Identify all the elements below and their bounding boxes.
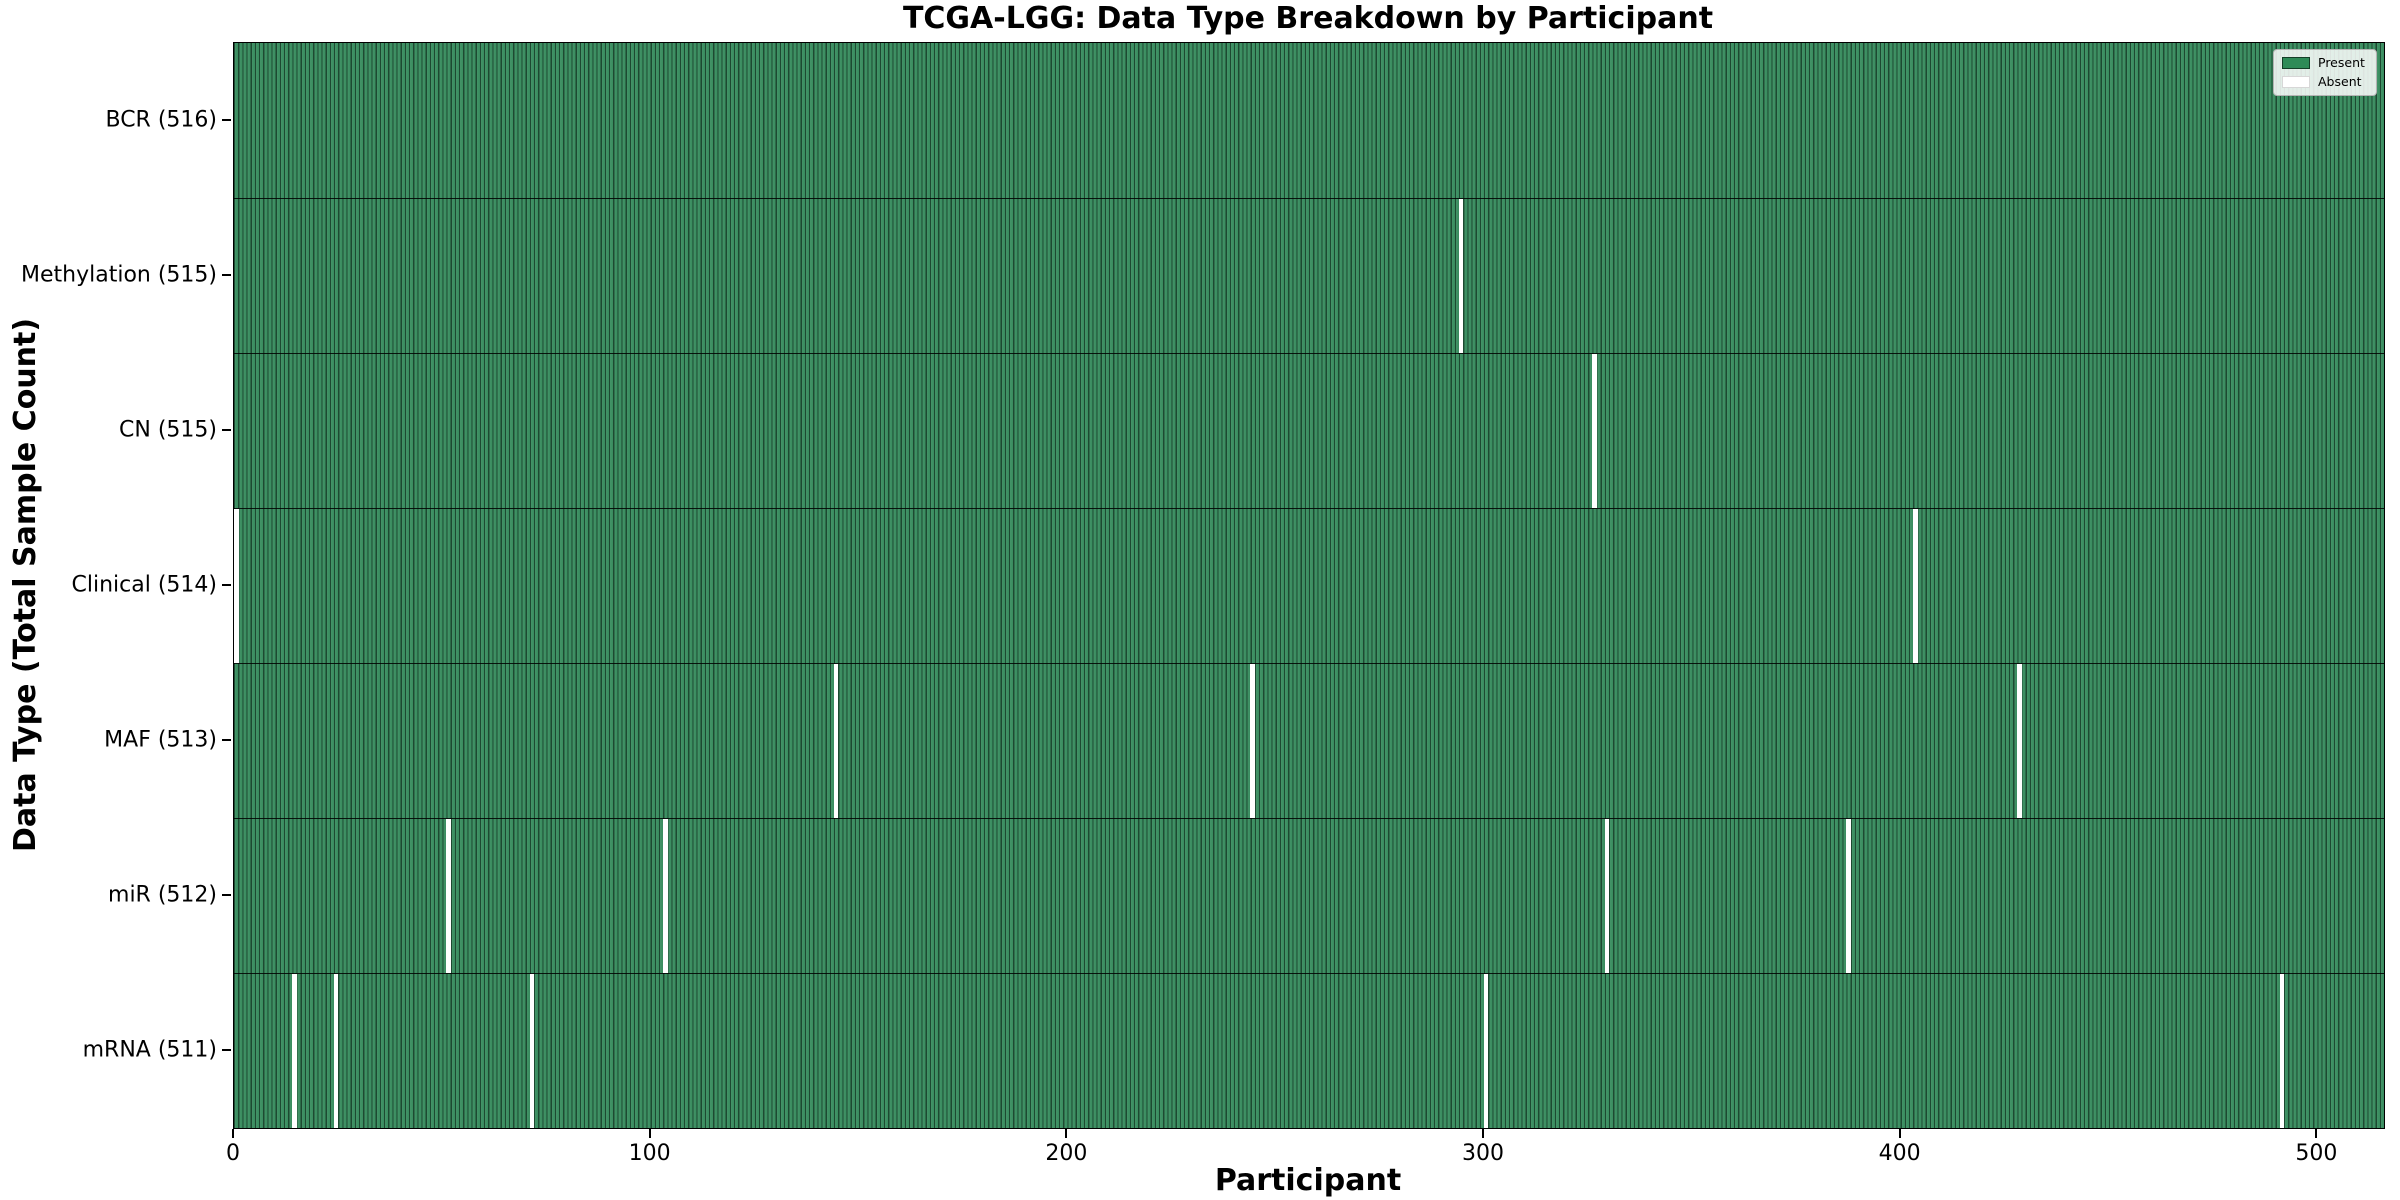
absent-gap-mRNA-71 [529, 974, 535, 1128]
y-tick-label-Methylation: Methylation (515) [21, 262, 217, 287]
x-tick-label-200: 200 [1045, 1141, 1088, 1166]
x-tick-mark-0 [232, 1129, 234, 1138]
x-tick-label-0: 0 [226, 1141, 240, 1166]
absent-gap-Clinical-403 [1912, 509, 1918, 663]
y-tick-mark-Clinical [222, 583, 231, 586]
x-tick-label-400: 400 [1878, 1141, 1921, 1166]
x-tick-label-100: 100 [628, 1141, 671, 1166]
y-tick-label-CN: CN (515) [119, 417, 217, 442]
row-Clinical [234, 508, 2384, 663]
x-tick-mark-200 [1065, 1129, 1068, 1138]
x-axis-ticks: 0 100 200 300 400 500 [226, 1129, 2383, 1174]
y-tick-label-mRNA: mRNA (511) [82, 1037, 217, 1062]
y-tick-mark-CN [222, 428, 231, 431]
row-BCR [234, 43, 2384, 198]
absent-swatch-icon [2282, 75, 2310, 88]
legend-entry-absent: Absent [2282, 73, 2368, 89]
legend-absent-label: Absent [2318, 73, 2362, 89]
y-tick-mark-miR [222, 893, 231, 896]
absent-gap-MAF-244 [1250, 664, 1256, 818]
y-tick-mark-Methylation [222, 273, 231, 276]
y-tick-mark-MAF [222, 738, 231, 741]
x-tick-mark-100 [648, 1129, 651, 1138]
absent-gap-mRNA-24 [333, 974, 339, 1128]
absent-gap-MAF-144 [833, 664, 839, 818]
legend-present-label: Present [2318, 55, 2365, 70]
present-swatch-icon [2282, 56, 2310, 69]
absent-gap-mRNA-14 [292, 974, 297, 1128]
y-tick-label-BCR: BCR (516) [105, 107, 217, 132]
absent-gap-miR-103 [662, 819, 668, 973]
absent-gap-MAF-428 [2017, 664, 2022, 818]
plot-area: Present Absent [233, 42, 2385, 1129]
absent-gap-miR-329 [1604, 819, 1610, 973]
row-miR [234, 818, 2384, 973]
absent-gap-CN-326 [1592, 354, 1597, 508]
row-CN [234, 353, 2384, 508]
absent-gap-miR-387 [1846, 819, 1851, 973]
absent-gap-Methylation-294 [1458, 199, 1464, 353]
y-tick-label-MAF: MAF (513) [104, 727, 217, 752]
x-tick-label-500: 500 [2295, 1141, 2338, 1166]
x-tick-mark-300 [1482, 1129, 1484, 1138]
y-tick-label-miR: miR (512) [108, 882, 217, 907]
row-Methylation [234, 198, 2384, 353]
x-axis-label: Participant [1214, 1163, 1402, 1198]
y-tick-mark-mRNA [222, 1048, 231, 1051]
absent-gap-mRNA-300 [1483, 974, 1489, 1128]
y-tick-mark-BCR [222, 118, 231, 121]
absent-gap-Clinical-0 [234, 509, 239, 663]
x-tick-mark-400 [1898, 1129, 1901, 1138]
y-axis-ticks: BCR (516) Methylation (515) CN (515) Clinic… [0, 42, 233, 1127]
absent-gap-miR-51 [446, 819, 451, 973]
y-tick-label-Clinical: Clinical (514) [71, 572, 217, 597]
chart-title: TCGA-LGG: Data Type Breakdown by Partici… [902, 1, 1714, 36]
x-tick-label-300: 300 [1462, 1141, 1504, 1166]
row-MAF [234, 663, 2384, 818]
legend: Present Absent [2273, 49, 2377, 96]
row-mRNA [234, 973, 2384, 1128]
x-tick-mark-500 [2315, 1129, 2318, 1138]
absent-gap-mRNA-491 [2279, 974, 2285, 1128]
legend-entry-present: Present [2282, 56, 2368, 70]
